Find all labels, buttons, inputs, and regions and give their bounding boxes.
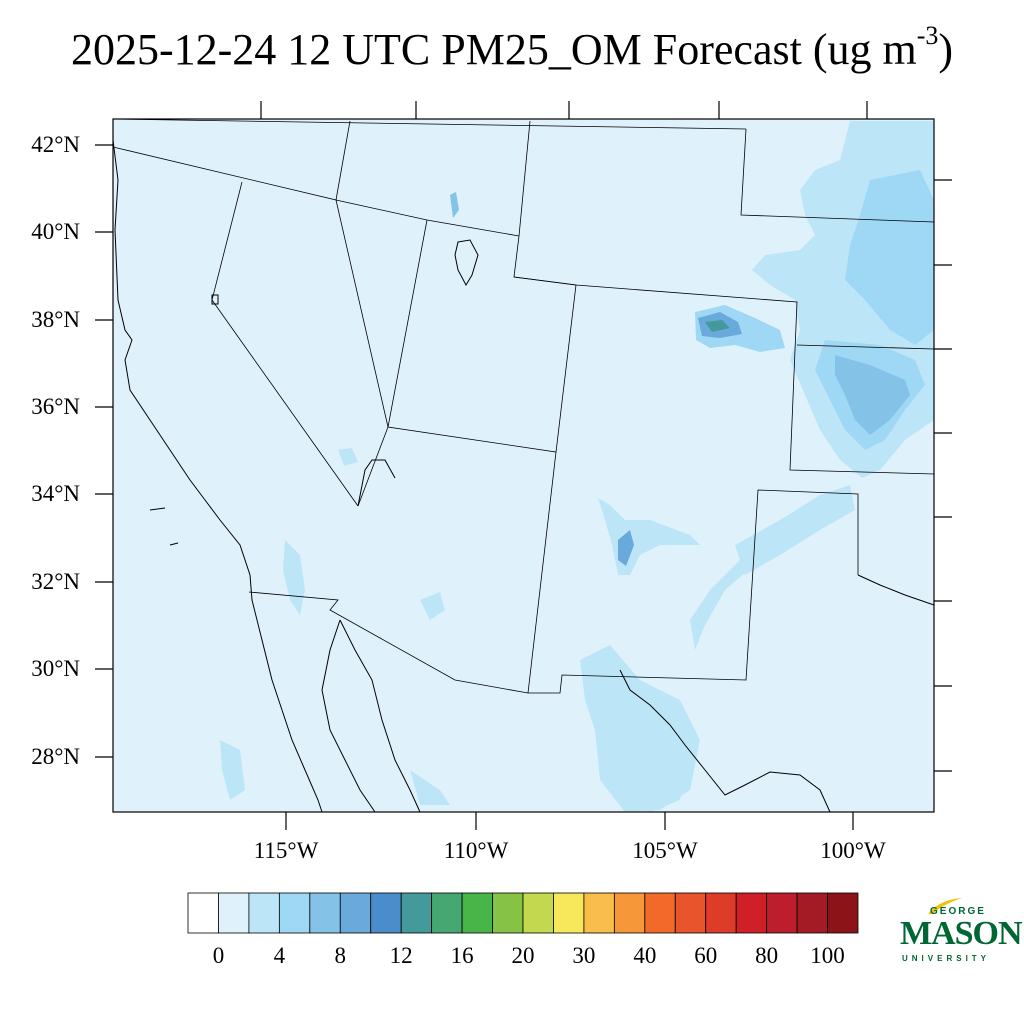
gulf-of-california-east (339, 619, 421, 813)
colorbar-swatch (766, 892, 798, 934)
colorbar-label-4: 4 (273, 943, 286, 968)
wyoming-east-border (740, 128, 935, 223)
map-frame (112, 118, 935, 813)
map-background (113, 119, 934, 812)
colorbar-swatch (705, 892, 737, 934)
sierra-haze (338, 448, 358, 466)
logo-mason: MASON (900, 915, 1023, 952)
new-mexico-plume-core (618, 530, 634, 566)
axis-ticks (95, 101, 952, 830)
gulf-of-california-west (321, 619, 376, 813)
colorbar-swatch (796, 892, 828, 934)
colorbar-swatch (735, 892, 768, 934)
new-mexico-border (527, 451, 859, 694)
colorbar-label-12: 12 (389, 943, 413, 968)
colorbar (187, 892, 859, 934)
colorbar-swatch (339, 892, 372, 934)
rio-grande (619, 669, 831, 813)
lat-label-38: 38°N (31, 307, 80, 332)
lat-label-36: 36°N (31, 394, 80, 419)
lake-tahoe (211, 294, 219, 305)
nevada-border (112, 146, 389, 507)
colorado-river (357, 459, 396, 507)
colorbar-label-20: 20 (511, 943, 535, 968)
colorbar-swatch (827, 892, 859, 934)
channel-islands (149, 507, 179, 546)
mexico-haze-2 (630, 720, 690, 812)
gulf-haze (220, 740, 245, 800)
lat-label-40: 40°N (31, 219, 80, 244)
colorbar-label-80: 80 (755, 943, 779, 968)
idaho-border (335, 120, 351, 201)
colorbar-swatch (492, 892, 524, 934)
colorbar-swatch (309, 892, 341, 934)
coastlines (112, 139, 935, 813)
colorbar-label-30: 30 (572, 943, 596, 968)
map-title: 2025-12-24 12 UTC PM25_OM Forecast (ug m… (0, 22, 1024, 78)
logo-university: UNIVERSITY (902, 954, 991, 963)
colorbar-swatch (553, 892, 585, 934)
pacific-coast (112, 139, 323, 813)
great-salt-lake (454, 239, 479, 287)
colorbar-swatch (248, 892, 280, 934)
title-superscript: -3 (916, 21, 939, 50)
colorado-smoke-peak (705, 320, 730, 332)
colorbar-swatch (583, 892, 615, 934)
colorbar-swatch (522, 892, 554, 934)
colorbar-label-60: 60 (694, 943, 718, 968)
arizona-haze (420, 592, 445, 620)
lat-label-42: 42°N (31, 132, 80, 157)
kansas-haze-core (845, 170, 934, 345)
sonora-haze (410, 770, 450, 805)
lon-label-115: 115°W (253, 838, 319, 863)
colorbar-swatch (613, 892, 646, 934)
colorbar-swatch (461, 892, 493, 934)
lat-label-28: 28°N (31, 744, 80, 769)
colorbar-label-100: 100 (810, 943, 845, 968)
lon-label-110: 110°W (443, 838, 509, 863)
north-border (112, 118, 747, 130)
lat-label-30: 30°N (31, 656, 80, 681)
logo-swoosh-icon (928, 898, 962, 914)
george-mason-logo: GEORGE MASON UNIVERSITY (896, 896, 1023, 970)
colorbar-swatch (431, 892, 463, 934)
title-text: 2025-12-24 12 UTC PM25_OM Forecast (ug m (70, 25, 917, 74)
colorbar-swatch (644, 892, 676, 934)
logo-george: GEORGE (930, 906, 986, 917)
colorbar-label-8: 8 (334, 943, 347, 968)
concentration-fill (220, 121, 934, 812)
colorbar-swatch (370, 892, 402, 934)
lat-label-34: 34°N (31, 481, 80, 506)
wyoming-border (513, 276, 935, 475)
texas-haze-2 (735, 485, 855, 575)
title-close: ) (938, 25, 954, 74)
colorbar-swatch (400, 892, 433, 934)
utah-spot (450, 192, 459, 218)
arizona-mexico-border (248, 591, 529, 694)
lon-label-105: 105°W (632, 838, 698, 863)
oklahoma-panhandle-border (857, 574, 935, 606)
lat-label-32: 32°N (31, 569, 80, 594)
colorbar-label-0: 0 (212, 943, 225, 968)
colorbar-swatch (278, 892, 311, 934)
colorbar-label-16: 16 (450, 943, 474, 968)
colorbar-label-40: 40 (633, 943, 657, 968)
colorado-east-border (796, 344, 935, 350)
colorbar-swatch (218, 892, 250, 934)
oklahoma-core (835, 355, 910, 435)
colorbar-swatch (674, 892, 707, 934)
lon-label-100: 100°W (820, 838, 886, 863)
colorbar-swatch (187, 892, 219, 934)
